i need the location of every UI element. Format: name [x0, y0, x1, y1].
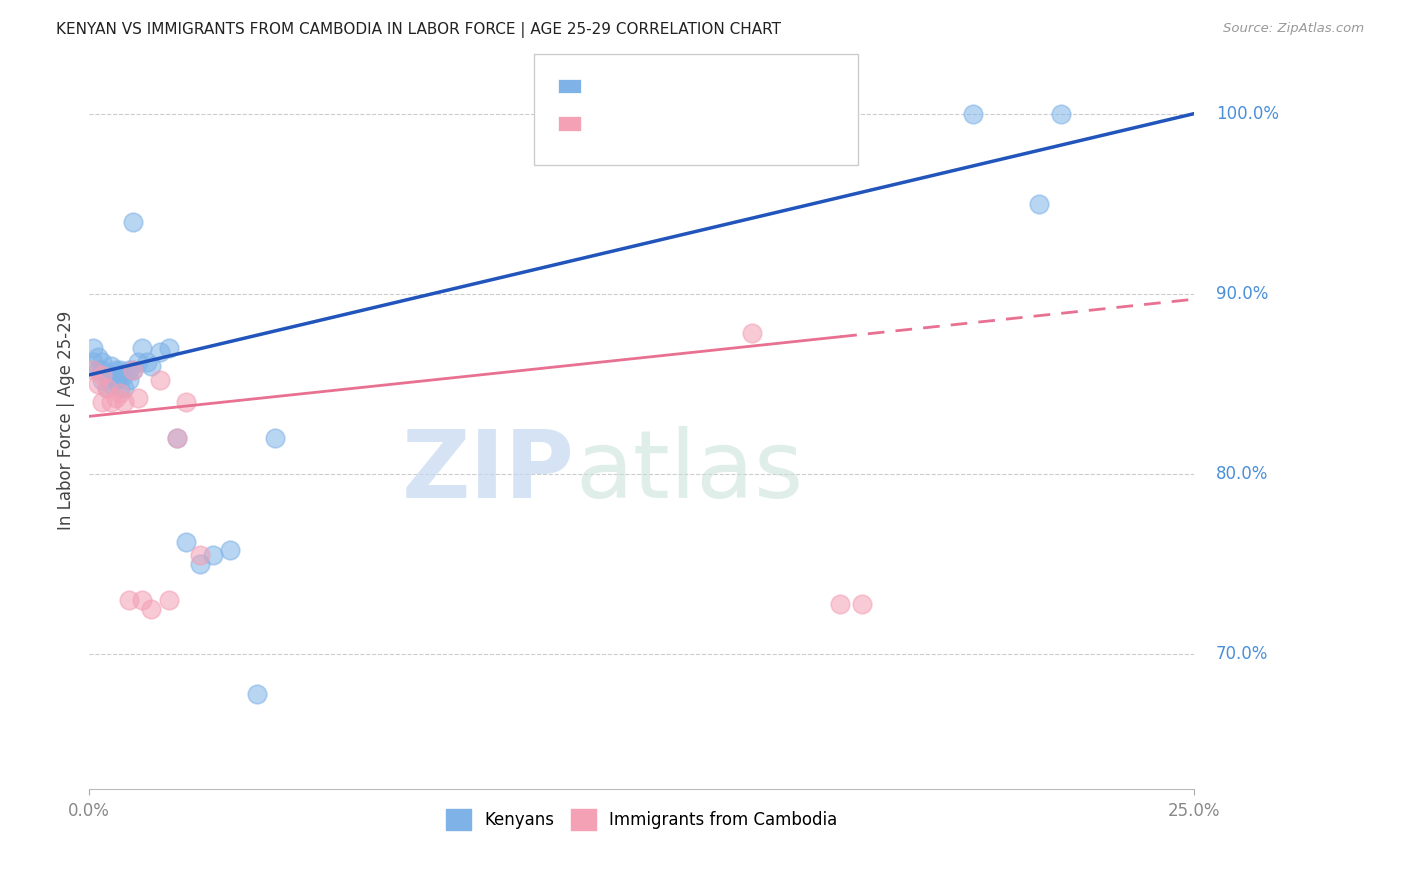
Point: [201, 548, 224, 562]
Point: [108, 386, 131, 401]
Point: [127, 355, 149, 369]
Point: [149, 373, 172, 387]
Point: [135, 355, 157, 369]
Point: [91, 355, 114, 369]
Text: atlas: atlas: [575, 425, 803, 517]
Text: R = 0.564: R = 0.564: [592, 77, 704, 95]
Point: [830, 597, 852, 611]
Text: Source: ZipAtlas.com: Source: ZipAtlas.com: [1223, 22, 1364, 36]
Y-axis label: In Labor Force | Age 25-29: In Labor Force | Age 25-29: [58, 310, 75, 530]
Point: [100, 395, 122, 409]
Text: 25.0%: 25.0%: [1167, 802, 1220, 820]
Point: [157, 593, 180, 607]
Point: [82, 341, 104, 355]
Point: [91, 368, 114, 382]
Point: [188, 557, 211, 571]
Text: 70.0%: 70.0%: [1216, 645, 1268, 663]
Point: [1050, 106, 1073, 120]
Legend: Kenyans, Immigrants from Cambodia: Kenyans, Immigrants from Cambodia: [439, 803, 844, 837]
Text: N = 39: N = 39: [721, 77, 787, 95]
Point: [127, 392, 149, 406]
Point: [96, 380, 118, 394]
Point: [104, 373, 127, 387]
Point: [112, 395, 135, 409]
Point: [100, 359, 122, 373]
Text: 90.0%: 90.0%: [1216, 285, 1268, 303]
Point: [122, 215, 145, 229]
Point: [219, 542, 242, 557]
Point: [91, 373, 114, 387]
Point: [131, 593, 153, 607]
Point: [118, 593, 141, 607]
Point: [166, 431, 188, 445]
Text: 80.0%: 80.0%: [1216, 465, 1268, 483]
Text: ZIP: ZIP: [402, 425, 575, 517]
Point: [166, 431, 188, 445]
Point: [851, 597, 873, 611]
Point: [108, 380, 131, 394]
Point: [112, 368, 135, 382]
Point: [100, 368, 122, 382]
Point: [104, 392, 127, 406]
Point: [96, 368, 118, 382]
Point: [263, 431, 285, 445]
Point: [82, 362, 104, 376]
Point: [100, 376, 122, 391]
Point: [174, 535, 197, 549]
Text: 100.0%: 100.0%: [1216, 104, 1279, 123]
Text: R = 0.178: R = 0.178: [592, 114, 704, 133]
Text: 0.0%: 0.0%: [67, 802, 110, 820]
Point: [149, 344, 172, 359]
Point: [118, 362, 141, 376]
Point: [174, 395, 197, 409]
Point: [108, 362, 131, 376]
Point: [87, 350, 110, 364]
Point: [188, 548, 211, 562]
Point: [108, 368, 131, 382]
Point: [962, 106, 984, 120]
Point: [122, 362, 145, 376]
Point: [131, 341, 153, 355]
Point: [139, 602, 162, 616]
Point: [741, 326, 763, 341]
Point: [246, 687, 269, 701]
Point: [122, 362, 145, 376]
Point: [118, 373, 141, 387]
Point: [96, 380, 118, 394]
Point: [1028, 196, 1050, 211]
Point: [139, 359, 162, 373]
Text: KENYAN VS IMMIGRANTS FROM CAMBODIA IN LABOR FORCE | AGE 25-29 CORRELATION CHART: KENYAN VS IMMIGRANTS FROM CAMBODIA IN LA…: [56, 22, 782, 38]
Point: [82, 355, 104, 369]
Point: [104, 362, 127, 376]
Point: [91, 362, 114, 376]
Point: [157, 341, 180, 355]
Point: [112, 380, 135, 394]
Point: [87, 362, 110, 376]
Text: N = 22: N = 22: [721, 114, 787, 133]
Point: [91, 395, 114, 409]
Point: [87, 376, 110, 391]
